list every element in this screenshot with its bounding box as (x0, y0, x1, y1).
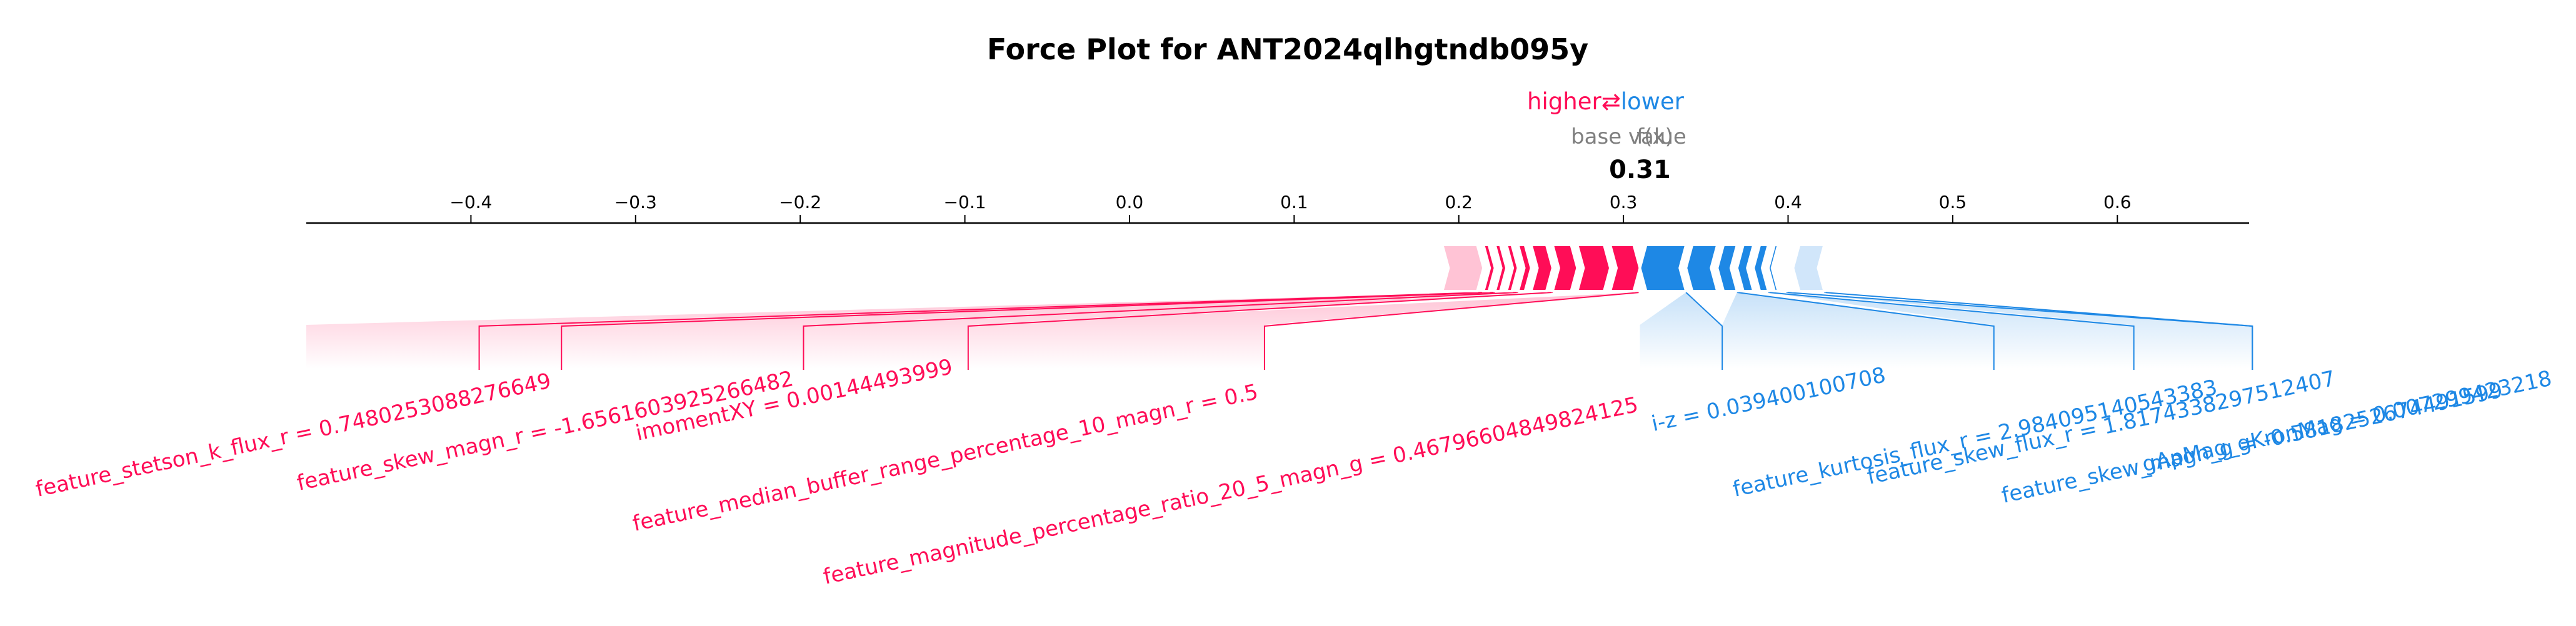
x-axis: −0.4 −0.3 −0.2 −0.1 0.0 0.1 0.2 0.3 0.4 0.5 0.6 (306, 192, 2249, 224)
force-bar-segment (1785, 244, 1795, 292)
force-bar-segment (1638, 244, 1688, 292)
base-value-label: base value (1571, 124, 1686, 149)
force-bar-segment (1752, 244, 1770, 292)
feature-fan (306, 292, 1484, 369)
feature-fan (1786, 292, 2253, 369)
feature-fan (968, 292, 1640, 369)
x-tick-label: 0.2 (1445, 192, 1473, 212)
output-value-label: 0.31 (1609, 156, 1671, 184)
feature-connector (561, 292, 1495, 370)
force-bar-segment (1551, 244, 1579, 292)
force-bar-segment (1440, 244, 1485, 292)
force-bar-segment (1685, 244, 1719, 292)
force-bar-segment (1777, 244, 1788, 292)
force-bar-segment (1608, 244, 1641, 292)
force-bar-segment (1481, 244, 1496, 292)
x-tick-label: −0.2 (779, 192, 821, 212)
legend-higher-label: higher (1527, 88, 1601, 115)
feature-connector (1685, 292, 1723, 370)
feature-connector (1824, 292, 2253, 370)
force-bar-segment (1530, 244, 1554, 292)
feature-label: i-z = 0.039400100708 (1650, 362, 1888, 436)
force-bar-segment (1792, 244, 1827, 292)
feature-connectors (306, 292, 2253, 370)
force-bar-segment (1516, 244, 1533, 292)
chart-title: Force Plot for ANT2024qlhgtndb095y (987, 32, 1588, 66)
x-tick-label: 0.0 (1116, 192, 1144, 212)
feature-fan (561, 292, 1518, 369)
force-bars (1440, 242, 1827, 294)
fx-label: f(x) (1636, 124, 1673, 149)
feature-fan (803, 292, 1553, 369)
feature-connector (1263, 292, 1640, 370)
feature-labels: feature_stetson_k_flux_r = 0.74802530882… (34, 354, 2554, 590)
force-bar-segment (1505, 244, 1520, 292)
feature-fan (1640, 292, 1723, 369)
force-bar-segment (1735, 244, 1755, 292)
feature-fan (1768, 292, 2134, 369)
force-bar-segment (1493, 244, 1508, 292)
x-axis-ticks: −0.4 −0.3 −0.2 −0.1 0.0 0.1 0.2 0.3 0.4 0.5 0.6 (449, 192, 2132, 223)
x-tick-label: 0.6 (2103, 192, 2132, 212)
x-tick-label: −0.1 (944, 192, 986, 212)
force-bar-segment (1575, 244, 1612, 292)
svg-text:higher⇄lower: higher⇄lower (1527, 88, 1685, 115)
x-tick-label: 0.4 (1774, 192, 1802, 212)
force-bar-segment (1716, 244, 1739, 292)
feature-label: feature_magnitude_percentage_ratio_20_5_… (821, 392, 1641, 590)
x-tick-label: −0.4 (449, 192, 492, 212)
feature-fan (1722, 292, 1994, 369)
legend-arrow-icon: ⇄ (1601, 88, 1621, 115)
force-bar-segment (1767, 244, 1780, 292)
x-tick-label: 0.1 (1280, 192, 1308, 212)
x-tick-label: 0.3 (1610, 192, 1638, 212)
legend-lower-label: lower (1621, 88, 1685, 115)
x-tick-label: −0.3 (614, 192, 657, 212)
x-tick-label: 0.5 (1939, 192, 1967, 212)
legend: higher⇄lower (1527, 88, 1685, 115)
